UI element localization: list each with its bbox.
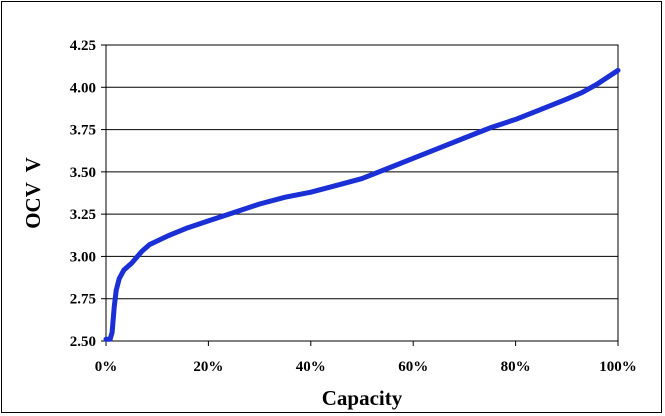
x-tick-label: 40% [296,359,326,375]
x-tick-label: 60% [398,359,428,375]
grid-lines [106,44,618,342]
y-tick-label: 3.00 [70,249,96,265]
y-tick-label: 3.50 [70,165,96,181]
x-tick-label: 80% [501,359,531,375]
y-tick-label: 4.25 [70,38,96,54]
series-layer [103,67,621,342]
x-tick-label: 0% [95,359,118,375]
x-tick-label: 20% [193,359,223,375]
y-tick-label: 4.00 [70,80,96,96]
y-tick-label: 3.25 [70,207,96,223]
x-axis-ticks: 0% 20% 40% 60% 80% 100% [95,341,637,375]
x-tick-label: 100% [599,359,637,375]
series-line [103,67,621,342]
x-axis-title: Capacity [322,386,403,410]
plot-area [105,44,619,342]
y-tick-label: 2.75 [70,292,96,308]
y-tick-label: 3.75 [70,123,96,139]
y-axis-ticks: 2.50 2.75 3.00 3.25 3.50 3.75 4.00 4.25 [70,38,106,350]
y-axis-title: OCV V [21,157,45,229]
y-tick-label: 2.50 [70,334,96,350]
